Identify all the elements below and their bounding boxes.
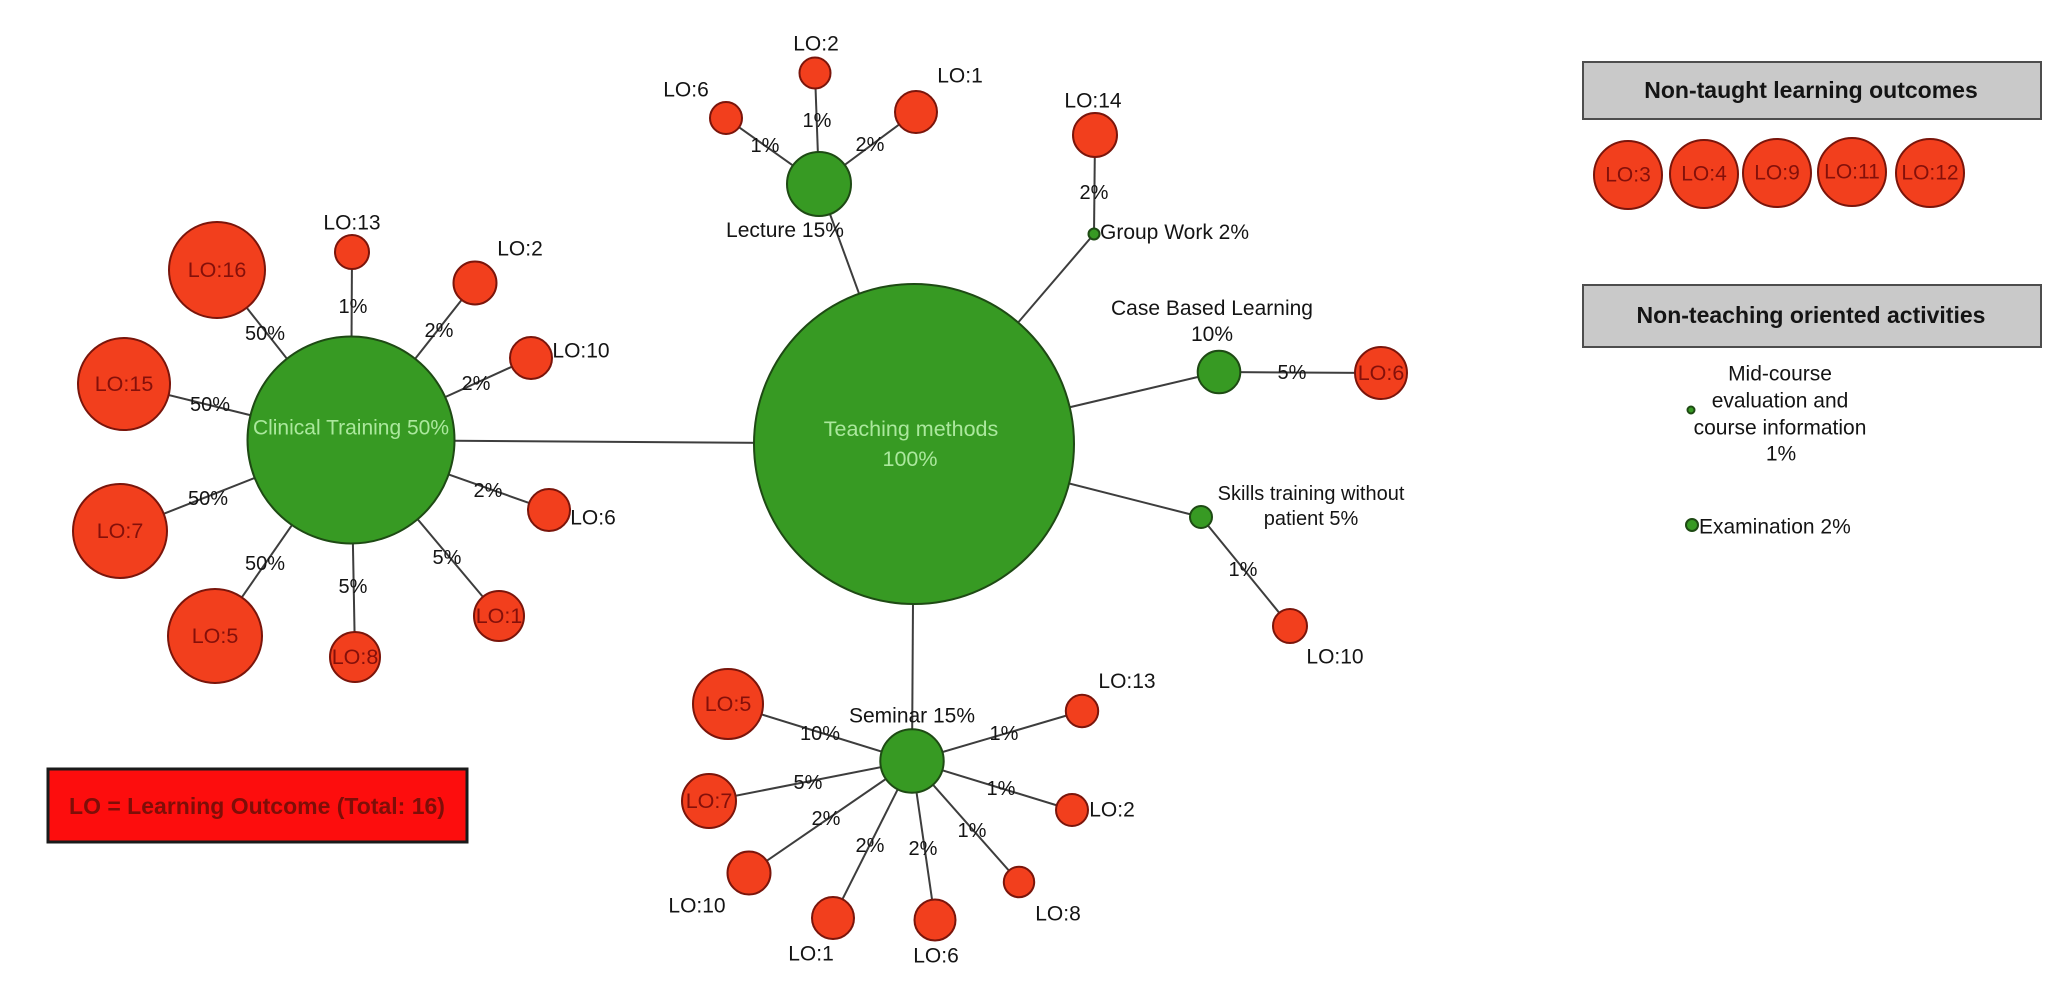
svg-text:LO:10: LO:10 <box>552 340 609 363</box>
svg-text:LO:2: LO:2 <box>1089 799 1135 822</box>
svg-text:100%: 100% <box>883 447 938 471</box>
svg-text:Skills training without: Skills training without <box>1218 483 1405 505</box>
svg-text:1%: 1% <box>1229 559 1258 581</box>
svg-text:LO:9: LO:9 <box>1754 162 1800 185</box>
svg-text:10%: 10% <box>800 723 840 745</box>
svg-text:course information: course information <box>1694 417 1867 440</box>
svg-text:1%: 1% <box>958 820 987 842</box>
svg-text:LO:12: LO:12 <box>1901 162 1958 185</box>
svg-text:LO:13: LO:13 <box>323 212 380 235</box>
svg-text:Non-taught learning outcomes: Non-taught learning outcomes <box>1644 77 1978 103</box>
svg-text:LO:4: LO:4 <box>1681 163 1727 186</box>
svg-text:5%: 5% <box>794 772 823 794</box>
svg-text:5%: 5% <box>1278 362 1307 384</box>
svg-text:50%: 50% <box>245 553 285 575</box>
svg-text:LO:1: LO:1 <box>788 943 834 966</box>
svg-text:LO:13: LO:13 <box>1098 670 1155 693</box>
svg-text:2%: 2% <box>856 835 885 857</box>
svg-text:LO:5: LO:5 <box>705 692 752 716</box>
svg-text:50%: 50% <box>190 394 230 416</box>
svg-text:LO:6: LO:6 <box>663 79 709 102</box>
svg-text:patient 5%: patient 5% <box>1264 508 1359 530</box>
svg-text:LO:5: LO:5 <box>192 624 239 648</box>
svg-text:Non-teaching oriented activiti: Non-teaching oriented activities <box>1637 302 1986 328</box>
svg-text:2%: 2% <box>474 480 503 502</box>
svg-text:LO:2: LO:2 <box>497 238 543 261</box>
svg-text:LO:10: LO:10 <box>668 895 725 918</box>
svg-text:LO:1: LO:1 <box>476 604 523 628</box>
svg-text:2%: 2% <box>812 808 841 830</box>
svg-text:1%: 1% <box>987 778 1016 800</box>
svg-text:LO:16: LO:16 <box>188 258 247 282</box>
svg-text:LO:8: LO:8 <box>332 645 379 669</box>
svg-text:LO:6: LO:6 <box>913 945 959 968</box>
svg-text:Lecture 15%: Lecture 15% <box>726 219 844 242</box>
svg-text:5%: 5% <box>433 547 462 569</box>
svg-text:1%: 1% <box>751 135 780 157</box>
svg-text:LO:6: LO:6 <box>570 507 616 530</box>
svg-text:evaluation and: evaluation and <box>1712 390 1849 413</box>
svg-text:5%: 5% <box>339 576 368 598</box>
svg-text:LO:10: LO:10 <box>1306 646 1363 669</box>
svg-text:LO:3: LO:3 <box>1605 164 1651 187</box>
svg-text:Teaching methods: Teaching methods <box>824 417 999 441</box>
svg-text:1%: 1% <box>990 723 1019 745</box>
svg-text:Case Based Learning: Case Based Learning <box>1111 297 1313 320</box>
svg-text:10%: 10% <box>1191 323 1233 346</box>
svg-text:1%: 1% <box>1766 443 1796 466</box>
svg-text:LO:7: LO:7 <box>97 519 144 543</box>
svg-text:Mid-course: Mid-course <box>1728 363 1832 386</box>
svg-text:2%: 2% <box>462 373 491 395</box>
svg-text:LO = Learning Outcome (Total:: LO = Learning Outcome (Total: 16) <box>69 793 445 819</box>
svg-text:LO:14: LO:14 <box>1064 90 1122 113</box>
svg-text:LO:6: LO:6 <box>1358 361 1405 385</box>
svg-text:1%: 1% <box>803 110 832 132</box>
svg-text:Seminar 15%: Seminar 15% <box>849 705 975 728</box>
svg-text:Examination 2%: Examination 2% <box>1699 516 1851 539</box>
svg-text:Clinical Training 50%: Clinical Training 50% <box>253 417 449 440</box>
svg-text:50%: 50% <box>245 323 285 345</box>
svg-text:1%: 1% <box>339 296 368 318</box>
svg-text:2%: 2% <box>909 838 938 860</box>
svg-text:50%: 50% <box>188 488 228 510</box>
svg-text:Group Work 2%: Group Work 2% <box>1100 221 1249 244</box>
svg-text:2%: 2% <box>425 320 454 342</box>
svg-text:LO:11: LO:11 <box>1824 161 1880 184</box>
svg-text:LO:1: LO:1 <box>937 65 983 88</box>
svg-text:LO:8: LO:8 <box>1035 903 1081 926</box>
svg-text:LO:2: LO:2 <box>793 33 839 56</box>
svg-text:LO:7: LO:7 <box>686 789 733 813</box>
svg-text:LO:15: LO:15 <box>95 372 154 396</box>
svg-text:2%: 2% <box>1080 182 1109 204</box>
svg-text:2%: 2% <box>856 134 885 156</box>
